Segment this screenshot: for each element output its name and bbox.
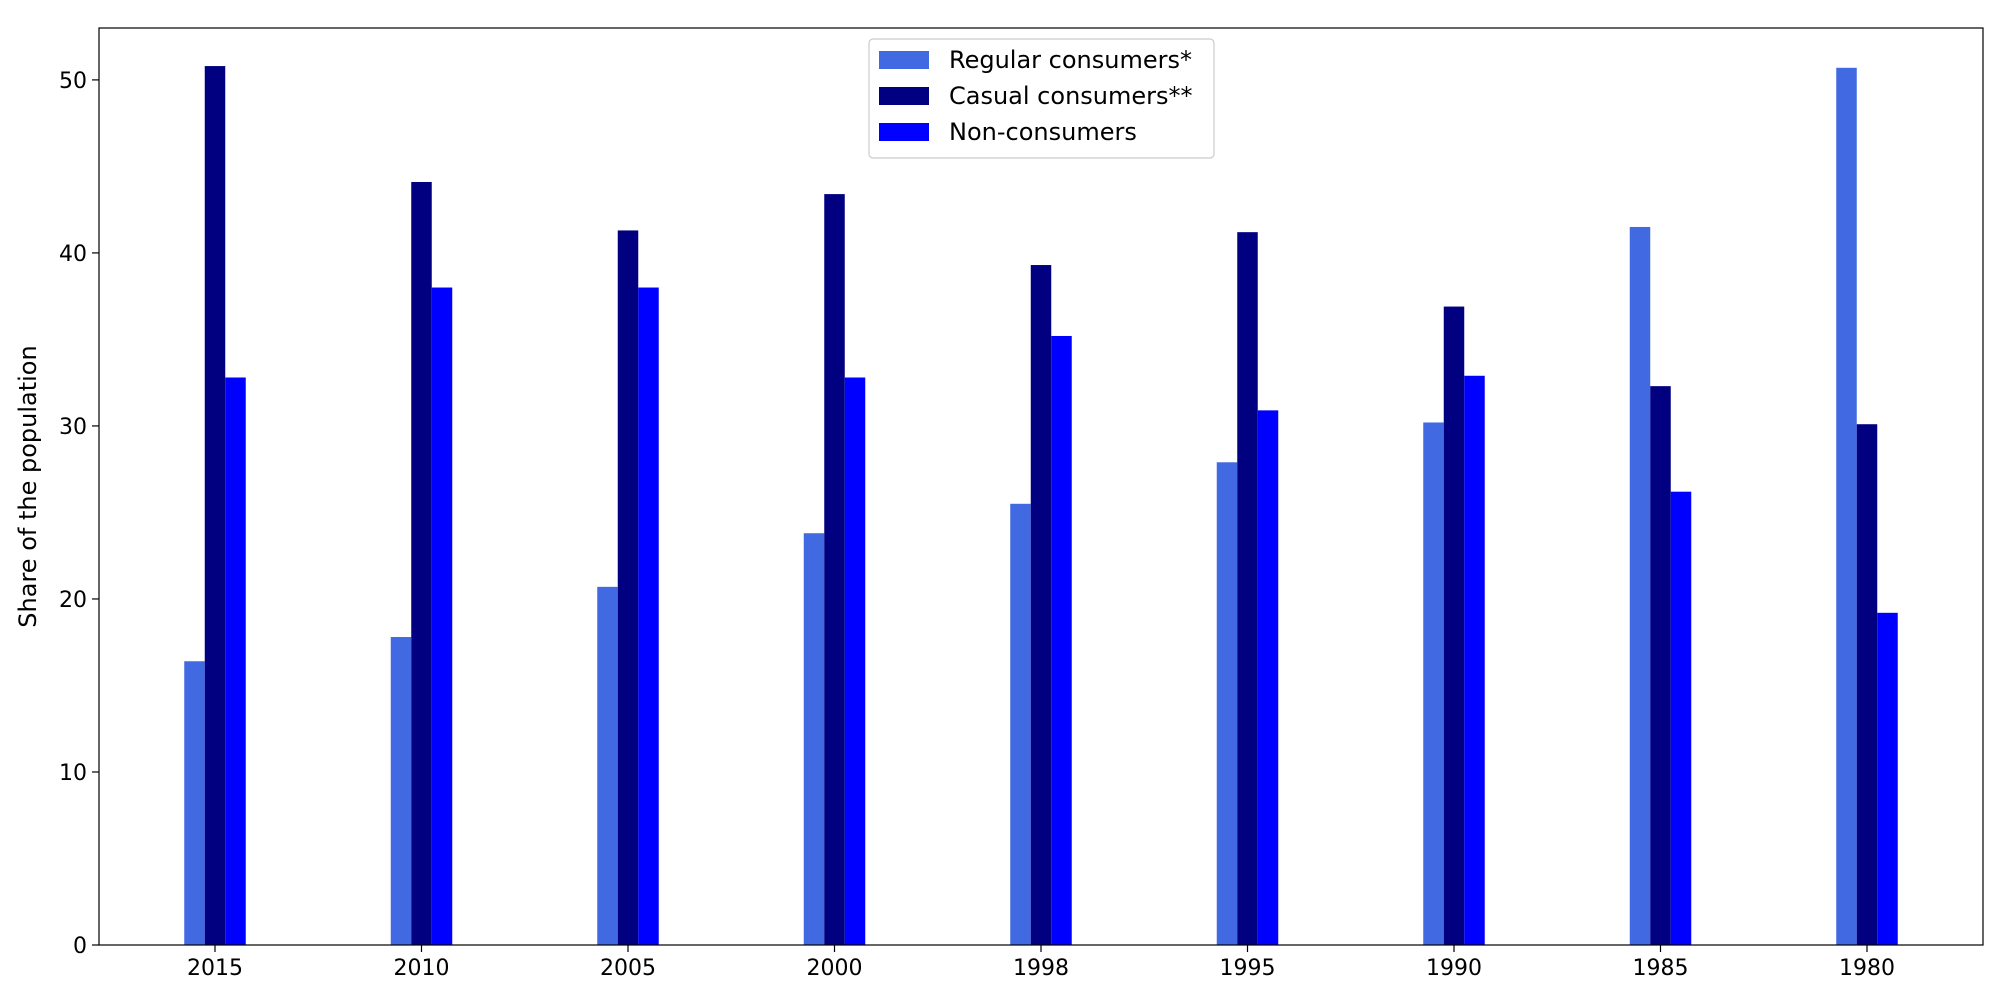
bar-casual-consumers-1990 — [1443, 306, 1465, 945]
bar-non-consumers-2010 — [431, 287, 453, 945]
bar-non-consumers-2000 — [844, 377, 866, 945]
y-tick-label: 30 — [59, 415, 87, 440]
bar-non-consumers-1990 — [1464, 375, 1485, 945]
y-tick-label: 10 — [59, 761, 87, 786]
bar-regular-consumers-1998 — [1010, 503, 1031, 945]
y-axis-label: Share of the population — [14, 345, 42, 627]
x-tick-label: 2010 — [394, 956, 450, 981]
x-tick-label: 2005 — [600, 956, 656, 981]
legend: Regular consumers* Casual consumers** Non-… — [868, 38, 1215, 159]
legend-swatch — [879, 87, 929, 105]
x-tick-label: 1995 — [1220, 956, 1276, 981]
bar-casual-consumers-1980 — [1856, 424, 1878, 945]
bar-casual-consumers-2000 — [824, 194, 845, 945]
bar-regular-consumers-1990 — [1423, 422, 1444, 945]
bar-regular-consumers-2000 — [803, 533, 825, 945]
bar-non-consumers-1995 — [1257, 410, 1279, 945]
legend-swatch — [879, 123, 929, 141]
x-tick-label: 2015 — [187, 956, 243, 981]
x-tick-label: 1990 — [1426, 956, 1482, 981]
y-tick-label: 50 — [59, 69, 87, 94]
bar-regular-consumers-2005 — [597, 586, 618, 945]
y-tick-label: 40 — [59, 242, 87, 267]
bar-non-consumers-1980 — [1877, 612, 1898, 945]
bar-regular-consumers-1995 — [1216, 462, 1238, 945]
y-tick-label: 0 — [73, 934, 87, 959]
bar-casual-consumers-2005 — [617, 230, 639, 945]
bar-casual-consumers-2010 — [411, 181, 432, 945]
bar-regular-consumers-1980 — [1836, 67, 1857, 946]
bar-casual-consumers-2015 — [204, 66, 226, 945]
bar-casual-consumers-1995 — [1237, 232, 1258, 946]
bars-layer — [184, 66, 1898, 946]
bar-non-consumers-1998 — [1051, 335, 1072, 945]
bar-regular-consumers-1985 — [1629, 226, 1651, 946]
x-tick-label: 2000 — [807, 956, 863, 981]
x-axis: 2015 2010 2005 2000 1998 1995 1990 1985 1980 — [187, 945, 1895, 981]
legend-label: Regular consumers* — [949, 46, 1192, 74]
legend-label: Non-consumers — [949, 118, 1137, 146]
bar-non-consumers-1985 — [1670, 491, 1692, 945]
bar-regular-consumers-2010 — [390, 637, 412, 945]
bar-regular-consumers-2015 — [184, 661, 205, 945]
legend-label: Casual consumers** — [949, 82, 1193, 110]
y-axis: 0 10 20 30 40 50 — [59, 69, 99, 959]
bar-casual-consumers-1985 — [1650, 386, 1671, 945]
y-tick-label: 20 — [59, 588, 87, 613]
bar-non-consumers-2015 — [225, 377, 246, 945]
x-tick-label: 1980 — [1839, 956, 1895, 981]
legend-box — [868, 38, 1215, 159]
x-tick-label: 1985 — [1633, 956, 1689, 981]
bar-non-consumers-2005 — [638, 287, 659, 945]
bar-casual-consumers-1998 — [1030, 265, 1052, 945]
x-tick-label: 1998 — [1013, 956, 1069, 981]
legend-swatch — [879, 51, 929, 69]
